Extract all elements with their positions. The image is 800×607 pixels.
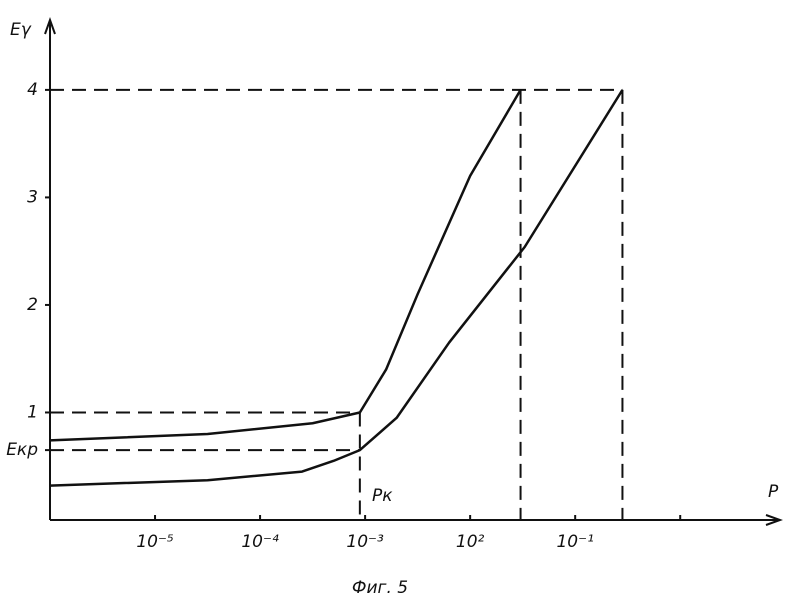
curve: [50, 90, 521, 441]
x-tick-label: 10⁻⁵: [136, 532, 174, 552]
x-tick-label: 10⁻¹: [556, 532, 593, 552]
y-axis-label: Eγ: [10, 20, 32, 40]
y-tick-label: 2: [27, 295, 38, 315]
x-tick-label: 10⁻³: [346, 532, 384, 552]
y-tick-label: 4: [27, 80, 38, 100]
y-tick-label: Eкр: [6, 440, 38, 460]
curve: [50, 90, 622, 486]
y-tick-label: 1: [27, 402, 38, 422]
y-tick-label: 3: [27, 187, 38, 207]
x-tick-label: 10⁻⁴: [241, 532, 279, 552]
x-tick-label: 10²: [456, 532, 485, 552]
x-axis-label: P: [768, 482, 779, 502]
chart: Eγ P Pк Фиг. 5 Eкр 1 2 3 4 10⁻⁵ 10⁻⁴ 10⁻³ 10² 10⁻…: [0, 0, 800, 607]
caption: Фиг. 5: [352, 578, 408, 598]
annotation: Pк: [372, 486, 393, 506]
